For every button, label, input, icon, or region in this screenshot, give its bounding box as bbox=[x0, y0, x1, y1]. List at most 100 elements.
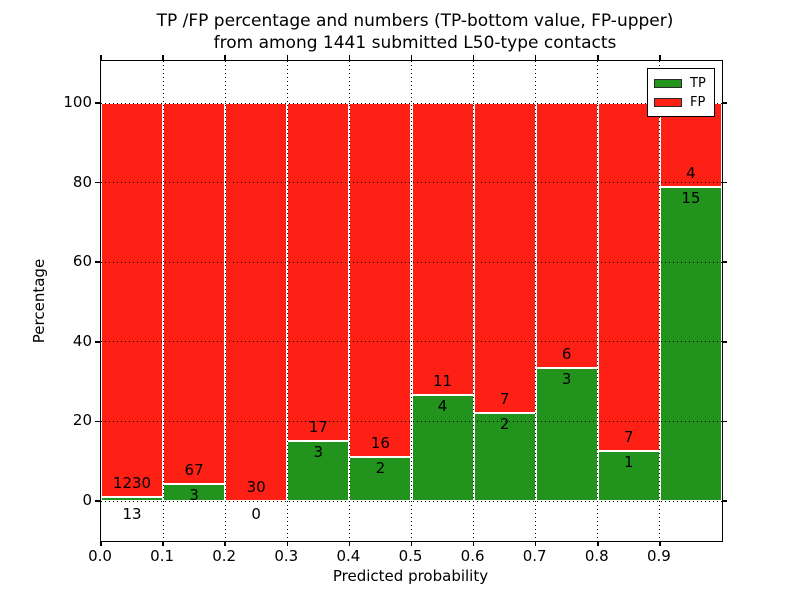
y-tick bbox=[94, 420, 100, 423]
x-tick-top bbox=[286, 54, 289, 60]
x-tick bbox=[597, 541, 599, 546]
tp-count-label: 0 bbox=[251, 505, 261, 523]
y-tick-label: 100 bbox=[63, 93, 92, 111]
tp-count-label: 2 bbox=[499, 414, 510, 433]
gridline-vertical bbox=[597, 61, 599, 541]
legend-item-fp: FP bbox=[654, 93, 708, 112]
x-tick bbox=[100, 541, 102, 546]
tp-bar bbox=[473, 412, 536, 501]
chart-title-line2: from among 1441 submitted L50-type conta… bbox=[213, 33, 617, 53]
gridline-horizontal bbox=[101, 182, 722, 184]
y-tick-label: 40 bbox=[72, 331, 92, 350]
gridline-vertical bbox=[411, 61, 412, 541]
gridline-vertical bbox=[224, 61, 226, 541]
plot-area: TP FP 1230 13 67 3 30 0 17 3 16 2 11 4 7 2 6 3 7 1 4 15 bbox=[94, 54, 727, 546]
tp-count-label: 13 bbox=[122, 505, 142, 523]
x-tick-label: 0.8 bbox=[584, 547, 609, 565]
x-axis-label: Predicted probability bbox=[332, 567, 489, 585]
gridline-horizontal bbox=[101, 420, 722, 422]
legend-label-fp: FP bbox=[690, 95, 706, 110]
x-tick-top bbox=[348, 54, 351, 60]
x-tick bbox=[410, 541, 413, 546]
fp-count-label: 7 bbox=[624, 428, 634, 447]
fp-swatch-icon bbox=[654, 98, 682, 107]
fp-count-label: 4 bbox=[686, 163, 696, 182]
gridline-horizontal bbox=[101, 341, 722, 343]
fp-bar bbox=[101, 103, 164, 497]
x-tick-top bbox=[162, 54, 164, 60]
fp-bar bbox=[349, 103, 412, 457]
x-tick bbox=[472, 541, 475, 546]
fp-bar bbox=[287, 103, 350, 442]
y-tick-right bbox=[722, 261, 727, 263]
x-tick-label: 0.3 bbox=[274, 547, 299, 565]
tp-bar bbox=[411, 394, 474, 501]
y-tick-right bbox=[722, 420, 727, 423]
x-tick-label: 0.1 bbox=[150, 547, 175, 565]
x-tick-label: 0.6 bbox=[460, 547, 485, 565]
y-tick-right bbox=[722, 341, 727, 343]
y-tick-label: 80 bbox=[72, 172, 92, 191]
x-tick-label: 0.9 bbox=[646, 547, 671, 565]
tp-bar bbox=[101, 496, 164, 501]
gridline-vertical bbox=[286, 61, 288, 541]
fp-bar bbox=[163, 103, 226, 484]
gridline-horizontal bbox=[101, 261, 722, 263]
tp-bar bbox=[535, 368, 598, 501]
fp-count-label: 67 bbox=[184, 460, 204, 479]
x-tick-top bbox=[472, 54, 475, 60]
fp-bar bbox=[411, 103, 474, 395]
y-tick-label: 60 bbox=[72, 252, 92, 271]
x-tick-top bbox=[659, 54, 661, 60]
x-tick bbox=[348, 541, 351, 546]
tp-count-label: 3 bbox=[313, 443, 324, 462]
tp-bar bbox=[287, 441, 350, 501]
x-tick bbox=[286, 541, 289, 546]
fp-count-label: 17 bbox=[308, 418, 328, 437]
x-tick-label: 0.4 bbox=[336, 547, 361, 565]
tp-count-label: 4 bbox=[437, 396, 448, 415]
chart-title-line1: TP /FP percentage and numbers (TP-bottom… bbox=[156, 11, 674, 31]
tp-bar bbox=[349, 456, 412, 501]
fp-count-label: 7 bbox=[499, 389, 510, 408]
gridline-horizontal bbox=[101, 500, 722, 502]
y-tick-right bbox=[722, 181, 727, 184]
fp-bar bbox=[225, 103, 288, 501]
fp-bar bbox=[535, 103, 598, 369]
tp-count-label: 2 bbox=[375, 458, 386, 477]
y-tick bbox=[94, 102, 100, 104]
x-tick-top bbox=[410, 54, 413, 60]
x-tick-label: 0.7 bbox=[522, 547, 547, 565]
fp-count-label: 30 bbox=[246, 478, 266, 496]
gridline-vertical bbox=[473, 61, 475, 541]
tp-bar bbox=[163, 483, 226, 501]
fp-count-label: 16 bbox=[370, 433, 390, 452]
x-tick bbox=[534, 541, 537, 546]
legend: TP FP bbox=[647, 68, 715, 117]
fp-count-label: 1230 bbox=[112, 473, 152, 492]
tp-swatch-icon bbox=[654, 79, 682, 88]
x-tick bbox=[224, 541, 226, 546]
fp-bar bbox=[597, 103, 660, 452]
x-tick-top bbox=[534, 54, 537, 60]
x-tick-top bbox=[100, 54, 102, 60]
y-tick bbox=[94, 181, 100, 184]
y-tick bbox=[94, 261, 100, 263]
tp-count-label: 3 bbox=[189, 485, 199, 504]
legend-item-tp: TP bbox=[654, 74, 708, 93]
x-tick-top bbox=[224, 54, 226, 60]
gridline-vertical bbox=[535, 61, 537, 541]
x-tick-label: 0.0 bbox=[88, 547, 112, 565]
gridline-vertical bbox=[162, 61, 164, 541]
x-tick bbox=[659, 541, 661, 546]
tp-count-label: 3 bbox=[561, 370, 572, 389]
tp-bar bbox=[659, 186, 722, 501]
x-tick-top bbox=[597, 54, 599, 60]
chart-title: TP /FP percentage and numbers (TP-bottom… bbox=[95, 10, 735, 54]
x-tick-label: 0.2 bbox=[212, 547, 237, 565]
fp-bar bbox=[473, 103, 536, 413]
gridline-vertical bbox=[348, 61, 350, 541]
tp-count-label: 15 bbox=[681, 188, 701, 207]
tp-count-label: 1 bbox=[624, 453, 634, 472]
